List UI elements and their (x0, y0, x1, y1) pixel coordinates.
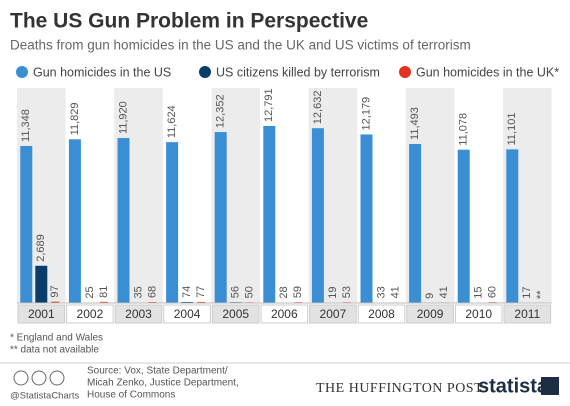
x-tick-label: 2007 (320, 307, 347, 321)
value-label: 41 (438, 286, 450, 298)
value-label: 97 (49, 285, 61, 297)
value-label: 68 (146, 286, 158, 298)
value-label: 17 (521, 287, 533, 299)
x-tick-label: 2001 (28, 307, 55, 321)
year-box (17, 304, 66, 324)
value-label: 50 (244, 286, 256, 298)
bar (457, 149, 470, 303)
year-box (211, 304, 260, 324)
value-label: 11,920 (117, 101, 129, 134)
value-label: 28 (278, 286, 290, 298)
x-tick-label: 2004 (174, 307, 201, 321)
year-box (357, 304, 406, 324)
value-label: 11,078 (458, 113, 470, 146)
value-label: 35 (132, 286, 144, 298)
year-box (114, 304, 163, 324)
year-box (163, 304, 211, 324)
bar (506, 149, 519, 303)
legend-marker (399, 66, 411, 78)
bar (311, 128, 324, 303)
legend-label: Gun homicides in the UK* (416, 65, 559, 79)
value-label: 41 (389, 286, 401, 298)
legend-marker (199, 66, 211, 78)
brand-logo: statista (478, 375, 549, 397)
legend-label: US citizens killed by terrorism (216, 65, 380, 79)
value-label: 12,632 (312, 91, 324, 125)
legend-marker (16, 66, 28, 78)
value-label: 74 (181, 286, 193, 298)
brand-icon (541, 377, 559, 395)
value-label: 25 (84, 286, 96, 298)
partner-logo: THE HUFFINGTON POST (316, 381, 483, 396)
value-label: 12,352 (215, 94, 227, 128)
value-label: 53 (341, 286, 353, 298)
value-label: 11,624 (166, 105, 178, 138)
bar (197, 301, 206, 303)
x-tick-label: 2003 (125, 307, 152, 321)
bar (20, 145, 33, 303)
icon (49, 370, 65, 386)
x-tick-label: 2002 (77, 307, 104, 321)
value-label: 2,689 (35, 234, 47, 262)
handle: @StatistaCharts (10, 391, 80, 402)
bar (117, 138, 130, 303)
value-label: 59 (292, 286, 304, 298)
value-label: 9 (424, 293, 436, 299)
legend-label: Gun homicides in the US (33, 65, 171, 79)
chart-subtitle: Deaths from gun homicides in the US and … (10, 38, 471, 53)
x-tick-label: 2006 (271, 307, 298, 321)
value-label: 11,101 (506, 113, 518, 146)
source-line: Source: Vox, State Department/ (87, 366, 228, 377)
bar (263, 126, 276, 303)
value-label: 81 (98, 286, 110, 298)
icon (13, 370, 29, 386)
source-line: Micah Zenko, Justice Department, (87, 378, 239, 389)
icon (31, 370, 47, 386)
bar (68, 139, 81, 303)
footnote: * England and Wales (10, 333, 103, 344)
year-box (503, 304, 552, 324)
x-tick-label: 2008 (368, 307, 395, 321)
value-label: 11,493 (409, 107, 421, 140)
footnote: ** data not available (10, 345, 99, 356)
bar (99, 301, 108, 303)
bar (181, 301, 194, 303)
year-box (260, 304, 309, 324)
value-label: 56 (230, 286, 242, 298)
value-label: 77 (195, 286, 207, 298)
value-label: 11,348 (20, 109, 32, 142)
value-label: 33 (375, 286, 387, 298)
bar (35, 265, 48, 303)
value-label: 19 (327, 286, 339, 298)
value-label: 11,829 (69, 102, 81, 135)
x-tick-label: 2005 (222, 307, 249, 321)
value-label: 60 (487, 286, 499, 298)
value-label: 15 (473, 287, 485, 299)
source-line: House of Commons (87, 390, 175, 401)
value-label: 12,791 (263, 88, 275, 122)
x-tick-label: 2009 (417, 307, 444, 321)
bar (166, 142, 179, 303)
bar (360, 134, 373, 303)
year-box (66, 304, 114, 324)
bar (51, 301, 60, 303)
x-tick-label: 2010 (465, 307, 492, 321)
year-box (309, 304, 357, 324)
bar (214, 132, 227, 303)
bar (409, 143, 422, 303)
value-label: ** (535, 290, 547, 299)
x-tick-label: 2011 (514, 307, 540, 321)
cc-icons (13, 370, 65, 386)
year-box (406, 304, 454, 324)
year-box (454, 304, 503, 324)
chart-title: The US Gun Problem in Perspective (10, 10, 368, 33)
value-label: 12,179 (360, 97, 372, 131)
